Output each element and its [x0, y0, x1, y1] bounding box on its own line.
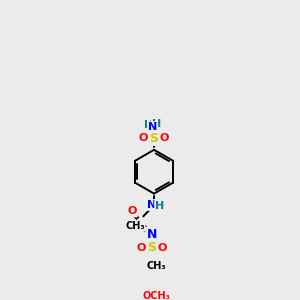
Text: CH₃: CH₃ [146, 261, 166, 271]
Text: S: S [147, 242, 156, 254]
Text: O: O [136, 243, 146, 253]
Text: N: N [147, 200, 156, 210]
Text: OCH₃: OCH₃ [142, 291, 170, 300]
Text: H: H [144, 120, 153, 130]
Text: S: S [150, 132, 159, 145]
Text: O: O [139, 134, 148, 143]
Text: CH₃: CH₃ [126, 221, 145, 231]
Text: H: H [152, 119, 161, 129]
Text: O: O [158, 243, 167, 253]
Text: O: O [128, 206, 137, 217]
Text: N: N [148, 122, 157, 132]
Text: N: N [146, 228, 157, 241]
Text: O: O [160, 134, 169, 143]
Text: H: H [155, 201, 164, 211]
